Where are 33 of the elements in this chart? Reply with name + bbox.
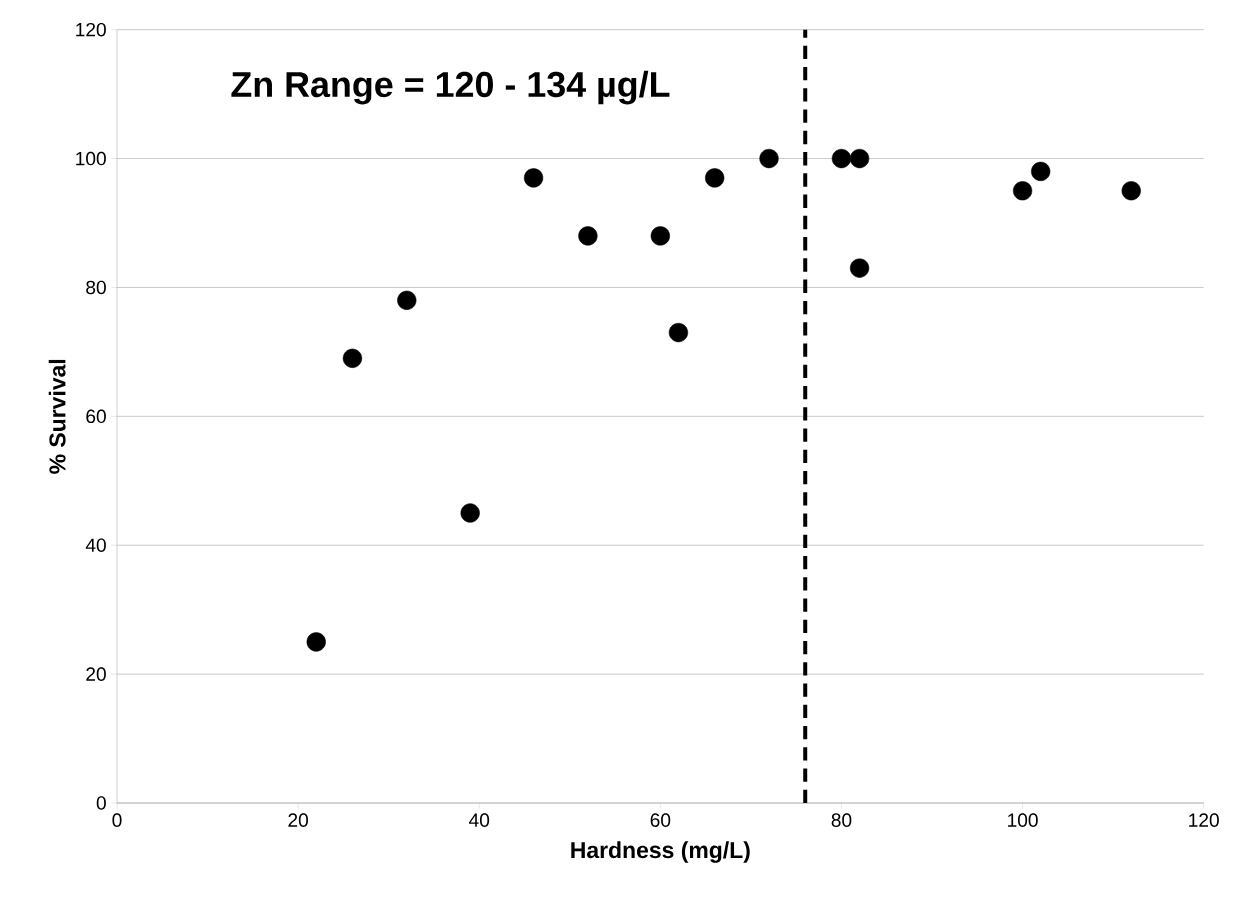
- point: [831, 148, 852, 169]
- x-tick-label: 40: [469, 813, 490, 827]
- point: [849, 258, 870, 278]
- x-tick-label: 100: [1008, 813, 1038, 827]
- y-tick-label: 120: [76, 22, 106, 37]
- annotation: Zn Range = 120 - 134 µg/L: [231, 70, 670, 105]
- point: [849, 148, 870, 169]
- x-tick-label: 0: [112, 813, 122, 827]
- y-tick-label: 20: [86, 667, 106, 681]
- y-tick-label: 60: [86, 409, 106, 424]
- point: [705, 168, 725, 188]
- x-tick-label: 80: [831, 813, 852, 827]
- x-tick-label: 120: [1189, 813, 1219, 827]
- point: [650, 226, 670, 246]
- point: [1031, 161, 1051, 182]
- x-tick-label: 20: [288, 813, 309, 827]
- y-tick-label: 0: [96, 796, 106, 810]
- point: [342, 348, 363, 368]
- x-axis-title: Hardness (mg/L): [571, 841, 750, 863]
- y-tick-label: 40: [85, 538, 106, 552]
- point: [460, 503, 480, 523]
- point: [397, 290, 417, 310]
- y-tick-label: 100: [76, 151, 106, 166]
- point: [523, 168, 544, 188]
- point: [759, 148, 779, 169]
- x-tick-label: 60: [650, 813, 671, 827]
- point: [578, 226, 598, 246]
- point: [1121, 181, 1141, 201]
- y-tick-label: 80: [86, 280, 106, 295]
- point: [306, 632, 326, 652]
- point: [1012, 181, 1033, 201]
- y-axis-title: % Survival: [48, 359, 66, 474]
- point: [668, 322, 689, 343]
